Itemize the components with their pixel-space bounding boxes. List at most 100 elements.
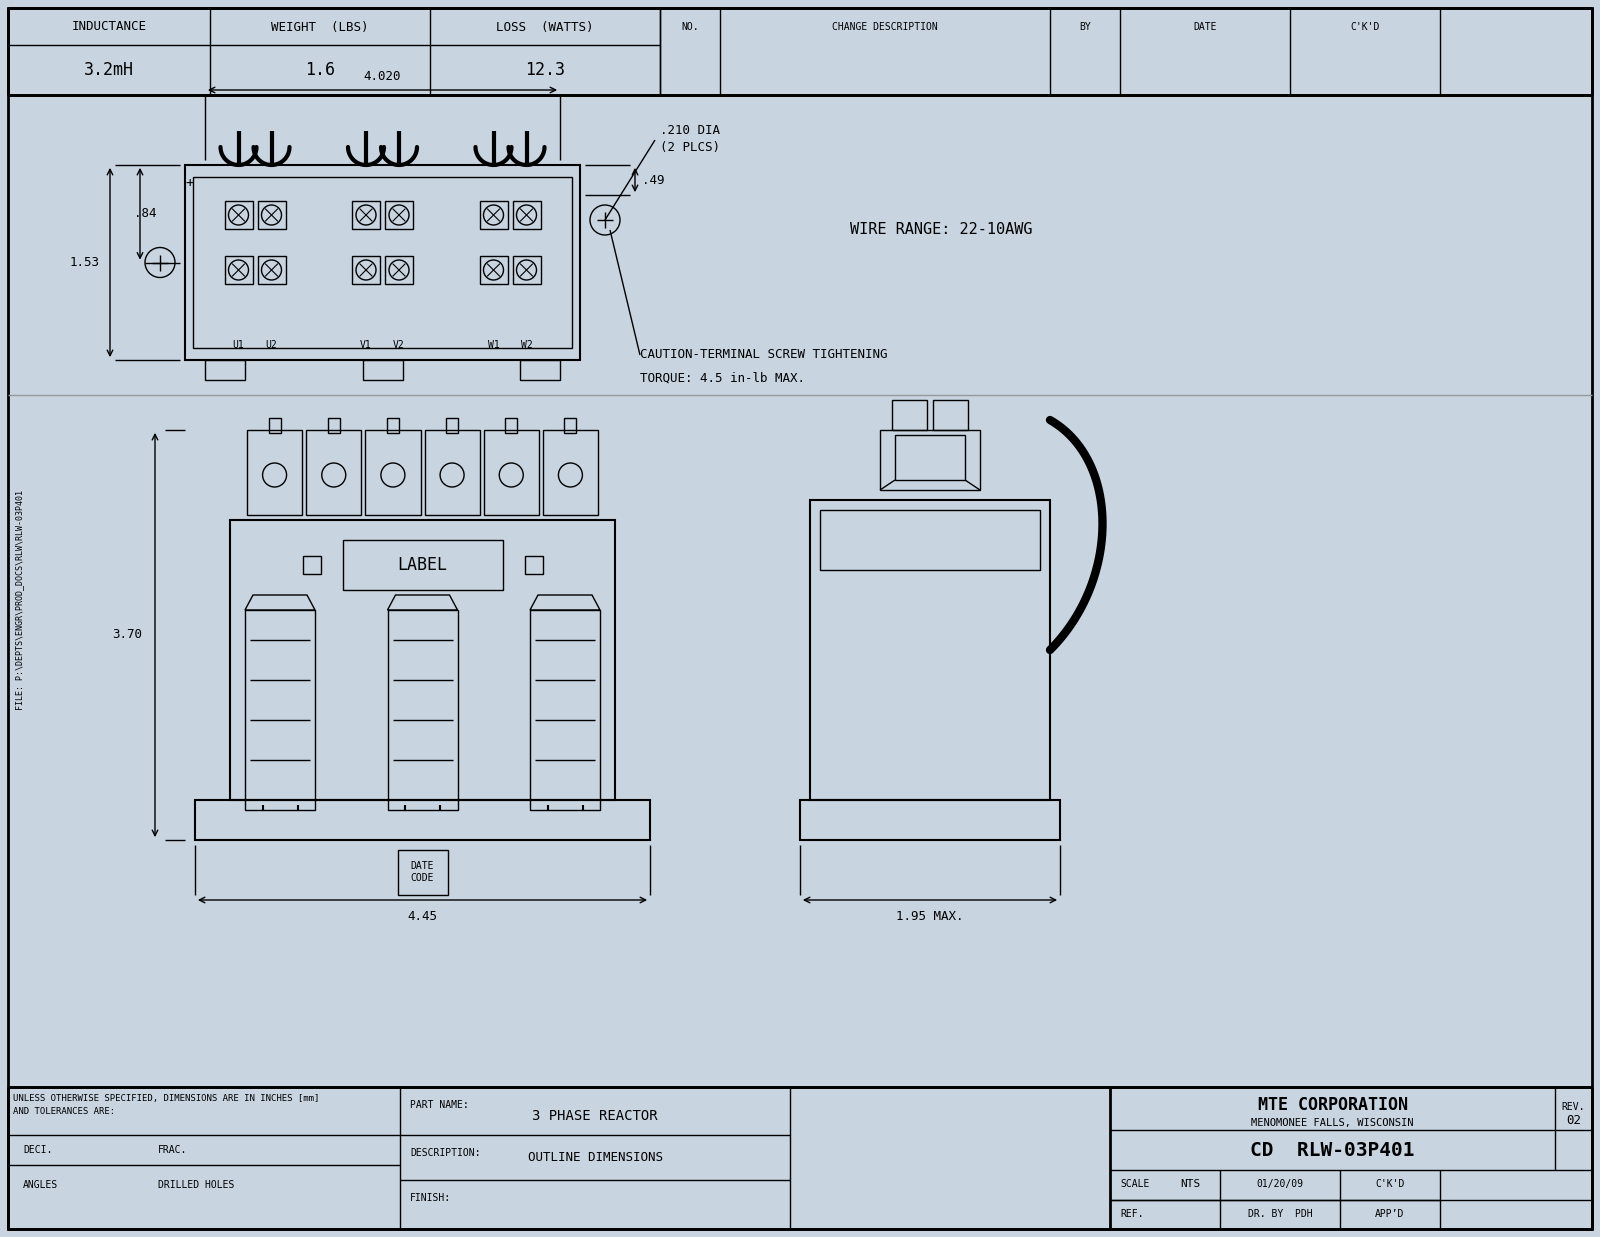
Bar [195, 800, 650, 840]
Text: FRAC.: FRAC. [158, 1145, 187, 1155]
Bar [302, 555, 320, 574]
Bar [893, 400, 926, 430]
Bar [446, 418, 458, 433]
Text: BY: BY [1078, 22, 1091, 32]
Bar [506, 418, 517, 433]
Bar [512, 200, 541, 229]
Text: W1: W1 [488, 340, 499, 350]
Bar [230, 520, 614, 800]
Bar [387, 610, 458, 810]
Bar [512, 256, 541, 285]
Text: 1.53: 1.53 [70, 256, 99, 268]
Bar [565, 418, 576, 433]
Text: MTE CORPORATION: MTE CORPORATION [1258, 1096, 1408, 1115]
Text: REF.: REF. [1120, 1209, 1144, 1218]
Bar [880, 430, 979, 490]
Bar [525, 555, 542, 574]
Text: (2 PLCS): (2 PLCS) [661, 141, 720, 155]
Text: UNLESS OTHERWISE SPECIFIED, DIMENSIONS ARE IN INCHES [mm]: UNLESS OTHERWISE SPECIFIED, DIMENSIONS A… [13, 1095, 320, 1103]
Text: PART NAME:: PART NAME: [410, 1100, 469, 1110]
Bar [387, 418, 398, 433]
Text: OUTLINE DIMENSIONS: OUTLINE DIMENSIONS [528, 1150, 662, 1164]
Text: C'K'D: C'K'D [1376, 1179, 1405, 1189]
Text: MENOMONEE FALLS, WISCONSIN: MENOMONEE FALLS, WISCONSIN [1251, 1118, 1414, 1128]
Text: 01/20/09: 01/20/09 [1256, 1179, 1304, 1189]
Text: NTS: NTS [1181, 1179, 1200, 1189]
Text: LABEL: LABEL [397, 555, 448, 574]
Text: DRILLED HOLES: DRILLED HOLES [158, 1180, 234, 1190]
Text: .49: .49 [642, 173, 664, 187]
Text: 1.95 MAX.: 1.95 MAX. [896, 909, 963, 923]
Text: LOSS  (WATTS): LOSS (WATTS) [496, 21, 594, 33]
Text: AND TOLERANCES ARE:: AND TOLERANCES ARE: [13, 1107, 115, 1117]
Text: 3.2mH: 3.2mH [83, 61, 134, 79]
Bar [365, 430, 421, 515]
Bar [352, 256, 381, 285]
Bar [480, 200, 507, 229]
Text: REV.: REV. [1562, 1102, 1586, 1112]
Bar [363, 360, 403, 380]
Text: U1: U1 [232, 340, 245, 350]
Bar [819, 510, 1040, 570]
Text: .84: .84 [134, 208, 157, 220]
Text: W2: W2 [520, 340, 533, 350]
Bar [386, 256, 413, 285]
Text: FILE: P:\DEPTS\ENGR\PROD_DOCS\RLW\RLW-03P401: FILE: P:\DEPTS\ENGR\PROD_DOCS\RLW\RLW-03… [16, 490, 24, 710]
Text: ANGLES: ANGLES [22, 1180, 58, 1190]
Bar [186, 165, 579, 360]
Text: 1.6: 1.6 [306, 61, 334, 79]
Text: NO.: NO. [682, 22, 699, 32]
Bar [224, 200, 253, 229]
Text: 12.3: 12.3 [525, 61, 565, 79]
Bar [245, 610, 315, 810]
Bar [520, 360, 560, 380]
Text: FINISH:: FINISH: [410, 1192, 451, 1204]
Bar [205, 360, 245, 380]
Text: U2: U2 [266, 340, 277, 350]
Bar [480, 256, 507, 285]
Bar [328, 418, 339, 433]
Bar [424, 430, 480, 515]
Text: INDUCTANCE: INDUCTANCE [72, 21, 147, 33]
Text: .210 DIA: .210 DIA [661, 124, 720, 136]
Text: C'K'D: C'K'D [1350, 22, 1379, 32]
Bar [800, 800, 1059, 840]
Text: V1: V1 [360, 340, 371, 350]
Text: 4.45: 4.45 [408, 909, 437, 923]
Bar [258, 256, 285, 285]
Text: WIRE RANGE: 22-10AWG: WIRE RANGE: 22-10AWG [850, 223, 1032, 238]
Bar [386, 200, 413, 229]
Text: DESCRIPTION:: DESCRIPTION: [410, 1148, 480, 1158]
Bar [306, 430, 362, 515]
Text: 3 PHASE REACTOR: 3 PHASE REACTOR [533, 1110, 658, 1123]
Bar [397, 850, 448, 896]
Text: CD  RLW-03P401: CD RLW-03P401 [1250, 1141, 1414, 1159]
Text: DATE: DATE [1194, 22, 1216, 32]
Bar [258, 200, 285, 229]
Bar [246, 430, 302, 515]
Bar [933, 400, 968, 430]
Bar [894, 435, 965, 480]
Bar [194, 177, 573, 348]
Text: CHANGE DESCRIPTION: CHANGE DESCRIPTION [832, 22, 938, 32]
Bar [342, 541, 502, 590]
Text: WEIGHT  (LBS): WEIGHT (LBS) [272, 21, 368, 33]
Bar [530, 610, 600, 810]
Bar [542, 430, 598, 515]
Bar [810, 500, 1050, 800]
Text: 02: 02 [1566, 1113, 1581, 1127]
Text: APP’D: APP’D [1376, 1209, 1405, 1218]
Bar [483, 430, 539, 515]
Bar [269, 418, 280, 433]
Bar [224, 256, 253, 285]
Text: DATE
CODE: DATE CODE [411, 861, 434, 883]
Text: 3.70: 3.70 [112, 628, 142, 642]
Text: DR. BY  PDH: DR. BY PDH [1248, 1209, 1312, 1218]
Text: TORQUE: 4.5 in-lb MAX.: TORQUE: 4.5 in-lb MAX. [640, 371, 805, 385]
Bar [352, 200, 381, 229]
Text: 4.020: 4.020 [363, 69, 402, 83]
Text: +: + [186, 176, 194, 190]
Text: DECI.: DECI. [22, 1145, 53, 1155]
Text: CAUTION-TERMINAL SCREW TIGHTENING: CAUTION-TERMINAL SCREW TIGHTENING [640, 349, 888, 361]
Text: SCALE: SCALE [1120, 1179, 1149, 1189]
